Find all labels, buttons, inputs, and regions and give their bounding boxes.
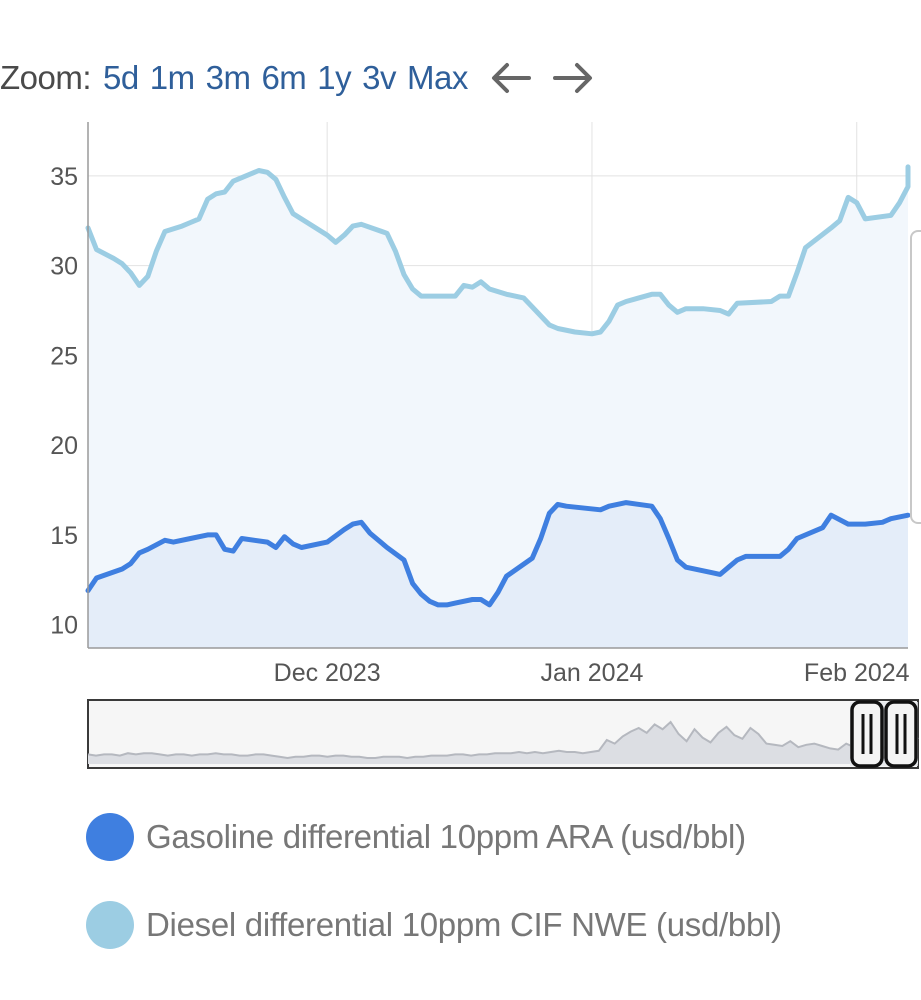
legend-swatch-gasoline — [86, 813, 134, 861]
zoom-1m-button[interactable]: 1m — [149, 59, 195, 96]
series-line-gasoline — [85, 500, 911, 608]
zoom-max-button[interactable]: Max — [407, 59, 468, 96]
series-lines — [85, 164, 911, 608]
y-tick-label: 25 — [50, 342, 78, 370]
chart: 10 15 20 25 30 35 Dec 2023 Jan 2024 Feb 2024 — [50, 122, 919, 769]
zoom-3v-button[interactable]: 3v — [362, 59, 396, 96]
series-line-diesel — [85, 164, 911, 337]
legend: Gasoline differential 10ppm ARA (usd/bbl… — [86, 804, 782, 980]
legend-item-diesel[interactable]: Diesel differential 10ppm CIF NWE (usd/b… — [86, 892, 782, 958]
navigator[interactable] — [87, 699, 919, 769]
navigator-area — [88, 722, 918, 764]
zoom-5d-button[interactable]: 5d — [103, 59, 139, 96]
series-areas — [88, 166, 908, 648]
legend-label-diesel: Diesel differential 10ppm CIF NWE (usd/b… — [146, 906, 782, 943]
y-tick-label: 20 — [50, 432, 78, 460]
x-tick-label: Jan 2024 — [541, 659, 644, 687]
axes: 10 15 20 25 30 35 Dec 2023 Jan 2024 Feb 2024 — [50, 122, 910, 687]
y-tick-label: 35 — [50, 163, 78, 191]
navigator-line — [87, 720, 919, 760]
legend-item-gasoline[interactable]: Gasoline differential 10ppm ARA (usd/bbl… — [86, 804, 782, 870]
zoom-6m-button[interactable]: 6m — [261, 59, 307, 96]
series-area-diesel — [88, 166, 908, 648]
legend-swatch-diesel — [86, 901, 134, 949]
arrow-left-icon[interactable] — [489, 60, 533, 96]
navigator-handle-left[interactable] — [850, 700, 884, 768]
legend-label-gasoline: Gasoline differential 10ppm ARA (usd/bbl… — [146, 818, 746, 855]
zoom-3m-button[interactable]: 3m — [205, 59, 251, 96]
zoom-1y-button[interactable]: 1y — [317, 59, 352, 96]
navigator-handle-right[interactable] — [884, 700, 918, 768]
side-panel-tab[interactable] — [910, 230, 921, 524]
arrow-right-icon[interactable] — [551, 60, 595, 96]
y-tick-label: 30 — [50, 253, 78, 281]
y-tick-label: 15 — [50, 522, 78, 550]
y-tick-label: 10 — [50, 612, 78, 640]
zoom-label: Zoom: — [0, 59, 92, 96]
series-area-gasoline — [88, 502, 908, 648]
x-tick-label: Dec 2023 — [274, 659, 381, 687]
zoom-bar: Zoom: 5d 1m 3m 6m 1y 3v Max — [0, 52, 595, 104]
x-tick-label: Feb 2024 — [804, 659, 910, 687]
